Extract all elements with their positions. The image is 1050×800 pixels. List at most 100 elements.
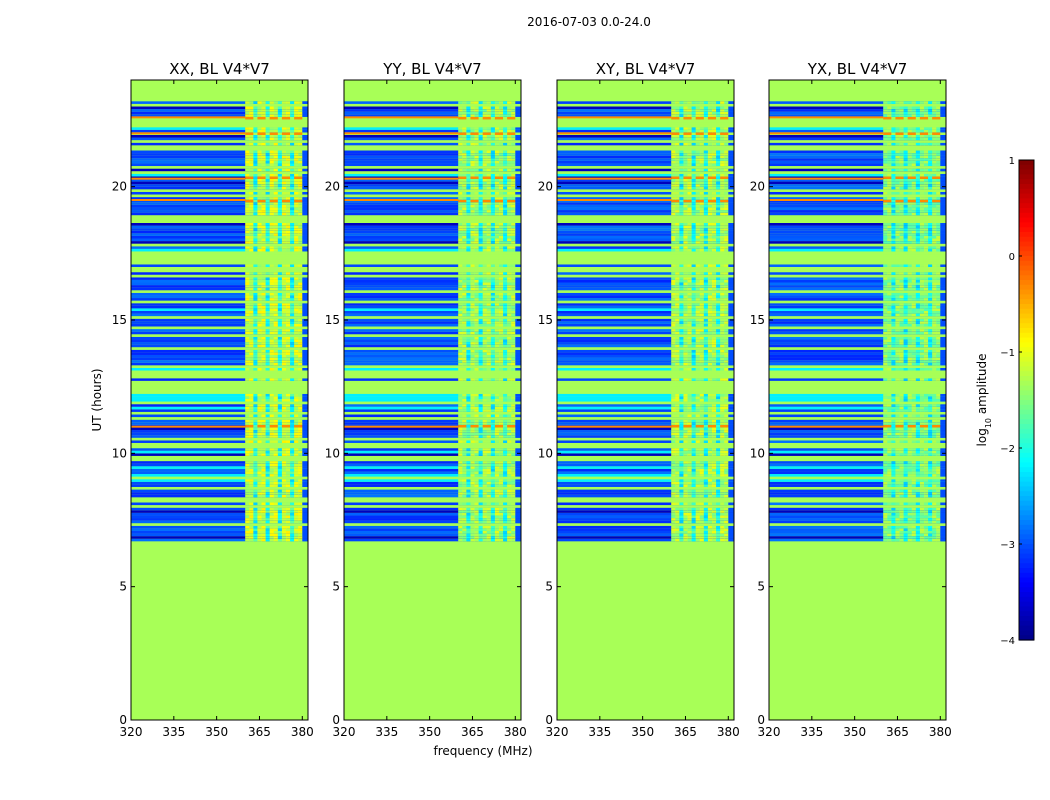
heatmap-cell [253,323,258,327]
heatmap-row [344,349,521,353]
heatmap-cell [507,298,512,301]
heatmap-cell [466,308,471,311]
heatmap-cell [486,181,492,185]
heatmap-cell [474,331,480,335]
heatmap-cell [490,362,496,366]
heatmap-cell [249,171,254,174]
heatmap-cell [462,326,467,330]
heatmap-row [131,499,308,503]
heatmap-cell [494,427,500,431]
heatmap-cell [466,414,471,418]
heatmap-edge [302,310,308,314]
heatmap-cell [273,279,279,283]
heatmap-cell [298,310,303,314]
heatmap-cell [249,230,254,234]
heatmap-cell [273,523,279,526]
heatmap-cell [511,230,516,234]
heatmap-cell [253,122,258,125]
heatmap-cell [482,422,488,425]
heatmap-cell [298,295,303,299]
heatmap-cell [503,404,508,407]
heatmap-cell [474,207,480,211]
heatmap-cell [490,210,496,213]
heatmap-cell [277,435,283,438]
heatmap-cell [273,238,279,242]
heatmap-row [131,533,308,537]
heatmap-cell [490,305,496,309]
heatmap-cell [294,334,299,337]
heatmap-row [344,292,521,296]
heatmap-cell [285,367,291,371]
heatmap-cell [290,499,295,503]
heatmap-edge [515,375,521,379]
heatmap-cell [281,298,287,301]
heatmap-cell [298,510,303,513]
heatmap-cell [253,305,258,309]
heatmap-cell [277,129,283,133]
heatmap-cell [470,474,476,477]
heatmap-cell [253,378,258,381]
heatmap-cell [462,533,467,537]
heatmap-cell [494,367,500,371]
heatmap-cell [257,463,263,467]
heatmap-cell [507,437,512,441]
heatmap-cell [458,349,463,353]
heatmap-cell [273,378,279,381]
heatmap-cell [277,111,283,115]
heatmap-cell [294,386,299,389]
heatmap-cell [486,261,492,265]
heatmap-cell [503,243,508,247]
heatmap-cell [462,411,467,415]
heatmap-cell [265,450,271,454]
heatmap-cell [281,225,287,229]
heatmap-cell [269,404,275,407]
heatmap-cell [269,158,275,161]
heatmap-cell [490,303,496,306]
heatmap-row [344,225,521,229]
heatmap-cell [298,505,303,508]
heatmap-cell [478,189,484,192]
heatmap-cell [498,310,504,314]
heatmap-cell [482,391,488,394]
heatmap-cell [498,448,504,451]
heatmap-cell [265,396,271,399]
heatmap-cell [257,295,263,299]
heatmap-cell [294,445,299,449]
heatmap-cell [474,261,480,265]
heatmap-cell [245,344,250,348]
heatmap-cell [466,471,471,475]
heatmap-cell [261,217,267,221]
heatmap-cell [285,530,291,534]
heatmap-cell [285,287,291,291]
heatmap-row [131,153,308,156]
heatmap-cell [466,494,471,498]
heatmap-cell [486,453,492,456]
heatmap-edge [302,373,308,376]
heatmap-edge [515,215,521,218]
heatmap-edge [302,383,308,387]
heatmap-row [344,220,521,223]
heatmap-cell [249,308,254,311]
heatmap-edge [302,476,308,480]
heatmap-cell [253,155,258,159]
heatmap-cell [486,474,492,477]
heatmap-cell [290,251,295,255]
heatmap-cell [470,274,476,278]
heatmap-row [131,210,308,213]
heatmap-cell [281,461,287,464]
heatmap-cell [503,520,508,524]
heatmap-cell [269,147,275,151]
heatmap-cell [490,217,496,221]
heatmap-cell [462,279,467,283]
heatmap-cell [261,303,267,306]
heatmap-edge [302,357,308,361]
heatmap-cell [298,254,303,257]
heatmap-cell [285,510,291,513]
heatmap-row [131,481,308,485]
heatmap-cell [498,486,504,490]
heatmap-cell [285,235,291,239]
heatmap-cell [281,422,287,425]
heatmap-cell [245,497,250,500]
heatmap-edge [302,375,308,379]
